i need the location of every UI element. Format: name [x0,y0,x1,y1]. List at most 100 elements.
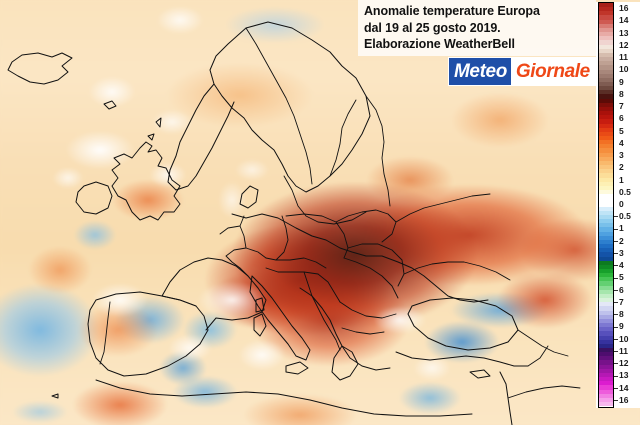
colorbar-swatch [599,298,613,303]
colorbar-swatch [599,69,613,74]
colorbar-swatch [599,3,613,8]
colorbar-swatch [599,19,613,24]
colorbar-swatch [599,140,613,145]
colorbar-label: 12 [614,359,640,368]
colorbar-swatch [599,202,613,207]
coastline-denmark [240,186,258,208]
colorbar-swatch [599,273,613,278]
colorbar-swatch [599,393,613,398]
colorbar-label: 1 [614,224,640,233]
border-france-italy-swiss [226,248,266,276]
colorbar-swatch [599,377,613,382]
border-romania-ukraine [344,258,398,298]
colorbar-swatch [599,115,613,120]
colorbar-swatch [599,123,613,128]
colorbar-swatch [599,368,613,373]
colorbar-label: 16 [619,3,629,14]
coastline-madeira [52,394,58,398]
border-austria-hungary [266,268,318,274]
colorbar-swatch [599,227,613,232]
border-portugal [100,302,110,364]
colorbar-label: 3 [614,249,640,258]
coastline-scandinavia [210,22,370,192]
colorbar-label: 5 [619,125,624,136]
coastline-ireland [76,182,112,214]
colorbar-swatch [599,256,613,261]
colorbar-swatch [599,235,613,240]
colorbar-swatch [599,269,613,274]
border-caucasus [518,330,568,356]
colorbar-label: 2 [614,237,640,246]
colorbar-swatch [599,219,613,224]
border-norway-sweden [246,28,312,184]
colorbar-label: 0.5 [619,186,631,197]
coastline-sicily [286,362,308,374]
colorbar-swatch [599,339,613,344]
colorbar-swatch [599,264,613,269]
colorbar-swatch [599,52,613,58]
colorbar-swatch [599,364,613,369]
border-syria-iraq [508,386,580,398]
colorbar-swatch [599,40,613,45]
colorbar-swatch [599,61,613,66]
colorbar-swatch [599,98,613,103]
border-finland-russia [366,96,390,206]
coastline-orkney [148,134,154,140]
colorbar-label: 8 [614,310,640,319]
colorbar-label: 12 [619,39,629,50]
colorbar-swatch [599,347,613,353]
colorbar-swatch [599,57,613,62]
colorbar-swatch [599,131,613,136]
colorbar-label: 0 [619,199,624,209]
coastline-france [162,258,266,330]
colorbar-swatch [599,214,613,220]
colorbar-swatch [599,244,613,249]
colorbar-swatch [599,119,613,124]
colorbar-swatch [599,360,613,365]
border-hungary-romania [318,274,340,302]
border-baltics [336,210,396,242]
colorbar-swatch [599,90,613,95]
colorbar-label: 13 [614,371,640,380]
coastline-north-africa [96,380,472,416]
colorbar-swatch [599,314,613,319]
colorbar-swatch [599,198,613,203]
colorbar-swatch [599,11,613,16]
colorbar-swatch [599,190,613,195]
colorbar-swatch [599,94,613,99]
border-ukraine-russia [404,262,510,280]
colorbar-label: 14 [614,384,640,393]
colorbar-swatch [599,15,613,20]
colorbar-swatch [599,381,613,386]
title-line-3: Elaborazione WeatherBell [364,37,515,51]
colorbar-swatch [599,111,613,116]
colorbar-swatch [599,293,613,299]
colorbar-swatch [599,335,613,340]
border-poland-east [336,222,348,258]
colorbar-swatch [599,323,613,328]
border-germany-east [266,216,288,260]
colorbar-swatch [599,352,613,357]
colorbar-label: 10 [619,64,629,75]
border-poland-north [286,214,336,222]
colorbar-swatch [599,306,613,311]
colorbar-swatch [599,86,613,91]
colorbar-label: 6 [614,286,640,295]
colorbar-swatch [599,77,613,82]
colorbar-swatch [599,372,613,378]
coastline-corsica [256,298,264,312]
colorbar-swatch [599,152,613,157]
colorbar-label: 9 [619,76,624,87]
colorbar-swatch [599,281,613,286]
colorbar-swatch [599,7,613,12]
border-germany-west [240,216,246,248]
colorbar-swatch [599,248,613,253]
colorbar-swatch [599,160,613,166]
colorbar-swatch [599,210,613,215]
coastline-greece [332,346,358,380]
colorbar-labels: 16 14 13 12 11 10 9 8 7 6 5 4 3 2 1 0.5 0 0.5 1 2 3 4 5 6 7 8 9 10 1… [614,2,640,408]
colorbar-swatch [599,252,613,257]
colorbar-swatch [599,32,613,37]
colorbar-swatch [599,206,613,211]
